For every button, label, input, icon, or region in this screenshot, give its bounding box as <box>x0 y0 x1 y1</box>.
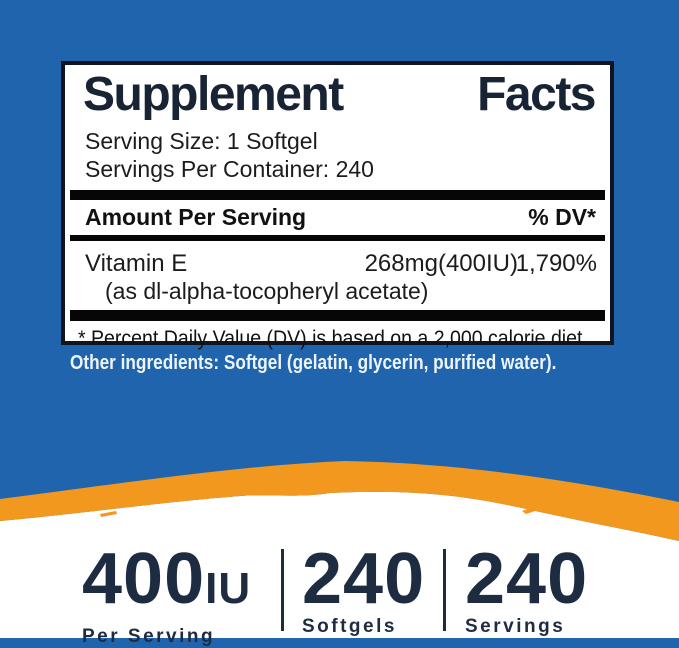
swoosh-white-area <box>0 491 679 638</box>
percent-dv-header: % DV* <box>528 204 596 230</box>
panel-title: Supplement Facts <box>65 65 610 123</box>
other-ingredients-text: Other ingredients: Softgel (gelatin, gly… <box>70 352 557 374</box>
daily-value-footnote: * Percent Daily Value (DV) is based on a… <box>78 327 588 350</box>
servings-per-container-text: Servings Per Container: 240 <box>85 156 374 182</box>
panel-title-word-facts: Facts <box>477 68 596 121</box>
divider-bar-thick-bottom <box>70 310 605 321</box>
nutrient-daily-value: 1,790% <box>515 250 597 277</box>
divider-bar-thick-top <box>70 190 605 200</box>
serving-size-text: Serving Size: 1 Softgel <box>85 128 318 154</box>
nutrient-row: Vitamin E 268mg(400IU) 1,790% <box>65 250 610 277</box>
serving-info: Serving Size: 1 Softgel Servings Per Con… <box>85 127 610 183</box>
divider-bar-medium <box>70 235 605 241</box>
nutrient-amount: 268mg(400IU) <box>364 250 518 277</box>
amount-per-serving-header: Amount Per Serving <box>85 204 307 230</box>
nutrient-name: Vitamin E <box>85 250 188 277</box>
nutrient-source-note: (as dl-alpha-tocopheryl acetate) <box>105 278 429 304</box>
swoosh-orange-band <box>0 461 679 541</box>
panel-title-word-supplement: Supplement <box>83 68 344 121</box>
swoosh-graphic <box>0 461 679 638</box>
supplement-facts-panel: Supplement Facts Serving Size: 1 Softgel… <box>61 61 614 350</box>
amount-header-row: Amount Per Serving % DV* <box>65 200 610 231</box>
